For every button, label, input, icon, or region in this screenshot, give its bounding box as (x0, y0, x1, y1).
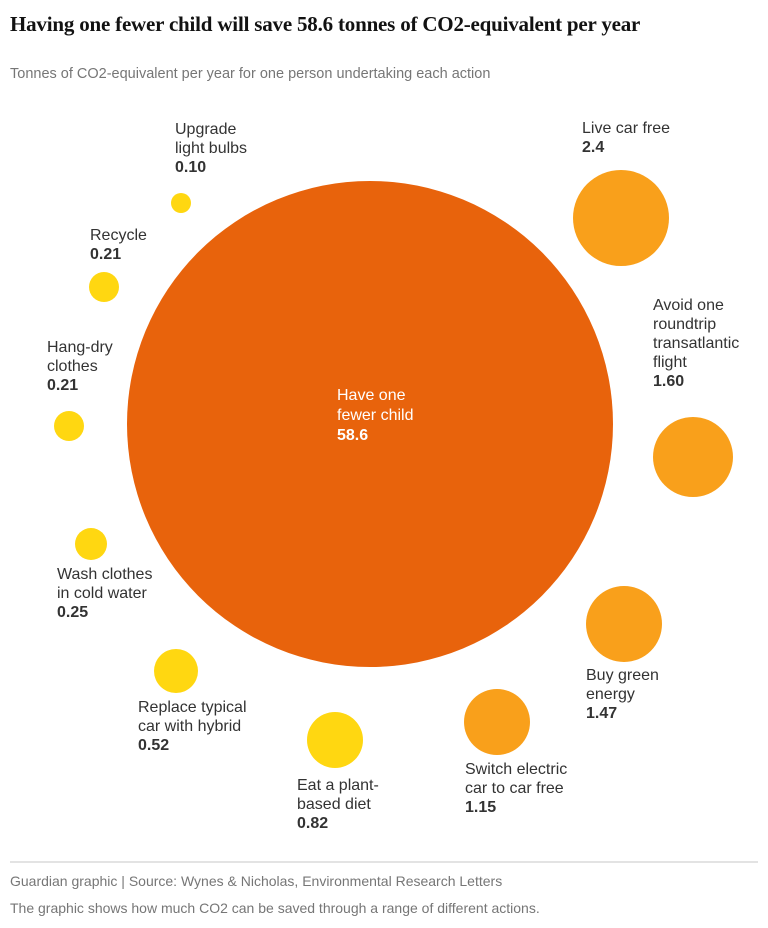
bubble-replace-typical-car-with-hybrid (154, 649, 198, 693)
bubble-value: 0.52 (138, 737, 170, 754)
bubble-label-replace-typical-car-with-hybrid: Replace typical car with hybrid 0.52 (138, 698, 247, 755)
bubble-label-live-car-free: Live car free 2.4 (582, 119, 670, 157)
bubble-label-line: Replace typical (138, 699, 247, 716)
bubble-label-have-one-fewer-child: Have one fewer child 58.6 (337, 386, 413, 446)
bubble-wash-clothes-in-cold-water (75, 528, 107, 560)
bubble-value: 0.21 (47, 377, 79, 394)
bubble-label-line: car to car free (465, 780, 564, 797)
bubble-value: 1.47 (586, 705, 618, 722)
bubble-label-line: Switch electric (465, 761, 568, 778)
bubble-label-line: Upgrade (175, 121, 237, 138)
bubble-label-hang-dry-clothes: Hang-dry clothes 0.21 (47, 338, 113, 395)
bubble-label-line: car with hybrid (138, 718, 242, 735)
bubble-label-line: Have one (337, 387, 406, 404)
bubble-value: 1.60 (653, 373, 685, 390)
footer-caption: The graphic shows how much CO2 can be sa… (10, 900, 540, 916)
bubble-value: 2.4 (582, 139, 605, 156)
footer-source: Guardian graphic | Source: Wynes & Nicho… (10, 873, 503, 889)
bubble-label-buy-green-energy: Buy green energy 1.47 (586, 666, 659, 723)
bubble-value: 58.6 (337, 427, 369, 444)
bubble-switch-electric-car-to-car-free (464, 689, 530, 755)
bubble-label-line: Wash clothes (57, 566, 153, 583)
bubble-upgrade-light-bulbs (171, 193, 191, 213)
bubble-label-line: Avoid one (653, 297, 724, 314)
bubble-label-line: transatlantic (653, 335, 740, 352)
bubble-label-line: based diet (297, 796, 371, 813)
bubble-live-car-free (573, 170, 669, 266)
bubble-value: 0.21 (90, 246, 122, 263)
bubble-value: 0.10 (175, 159, 207, 176)
bubble-label-line: flight (653, 354, 687, 371)
bubble-avoid-transatlantic-flight (653, 417, 733, 497)
bubble-label-line: roundtrip (653, 316, 717, 333)
bubble-label-wash-clothes-in-cold-water: Wash clothes in cold water 0.25 (57, 565, 152, 622)
bubble-recycle (89, 272, 119, 302)
bubble-label-line: Live car free (582, 120, 671, 137)
bubble-label-line: energy (586, 686, 635, 703)
bubble-label-avoid-transatlantic-flight: Avoid one roundtrip transatlantic flight 1.6… (653, 296, 739, 391)
bubble-label-line: fewer child (337, 407, 414, 424)
bubble-label-line: Recycle (90, 227, 147, 244)
bubble-label-line: clothes (47, 358, 98, 375)
bubble-label-eat-plant-based-diet: Eat a plant-based diet 0.82 (297, 776, 379, 833)
bubble-value: 1.15 (465, 799, 497, 816)
bubble-value: 0.25 (57, 604, 89, 621)
page-subtitle: Tonnes of CO2-equivalent per year for on… (10, 66, 491, 82)
bubble-hang-dry-clothes (54, 411, 84, 441)
bubble-value: 0.82 (297, 815, 329, 832)
bubble-label-line: Buy green (586, 667, 659, 684)
bubble-label-line: in cold water (57, 585, 147, 602)
bubble-label-recycle: Recycle 0.21 (90, 226, 147, 264)
bubble-label-line: Eat a plant- (297, 777, 379, 794)
bubble-buy-green-energy (586, 586, 662, 662)
bubble-label-line: Hang-dry (47, 339, 113, 356)
bubble-label-line: light bulbs (175, 140, 248, 157)
bubble-label-upgrade-light-bulbs: Upgrade light bulbs 0.10 (175, 120, 247, 177)
page-title: Having one fewer child will save 58.6 to… (10, 12, 641, 36)
footer-divider (10, 861, 758, 863)
bubble-eat-plant-based-diet (307, 712, 363, 768)
bubble-have-one-fewer-child (127, 181, 613, 667)
bubble-label-switch-electric-car-to-car-free: Switch electric car to car free 1.15 (465, 760, 567, 817)
